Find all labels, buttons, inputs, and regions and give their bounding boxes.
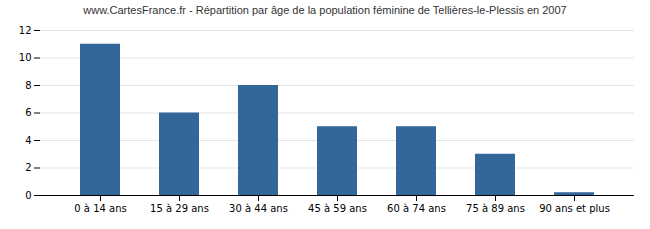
svg-text:2: 2 <box>25 162 31 173</box>
svg-text:90 ans et plus: 90 ans et plus <box>539 203 610 214</box>
svg-text:12: 12 <box>19 25 32 36</box>
svg-text:45 à 59 ans: 45 à 59 ans <box>308 203 367 214</box>
svg-text:0 à 14 ans: 0 à 14 ans <box>74 203 126 214</box>
svg-text:0: 0 <box>25 190 31 201</box>
html-text:www.CartesFrance.fr - Répartit: www.CartesFrance.fr - Répartition par âg… <box>83 4 567 16</box>
svg-text:4: 4 <box>25 135 31 146</box>
svg-text:6: 6 <box>25 107 31 118</box>
svg-text:60 à 74 ans: 60 à 74 ans <box>387 203 446 214</box>
svg-text:15 à 29 ans: 15 à 29 ans <box>150 203 209 214</box>
svg-text:10: 10 <box>19 52 32 63</box>
svg-text:30 à 44 ans: 30 à 44 ans <box>229 203 288 214</box>
svg-text:75 à 89 ans: 75 à 89 ans <box>466 203 525 214</box>
svg-text:8: 8 <box>25 80 31 91</box>
